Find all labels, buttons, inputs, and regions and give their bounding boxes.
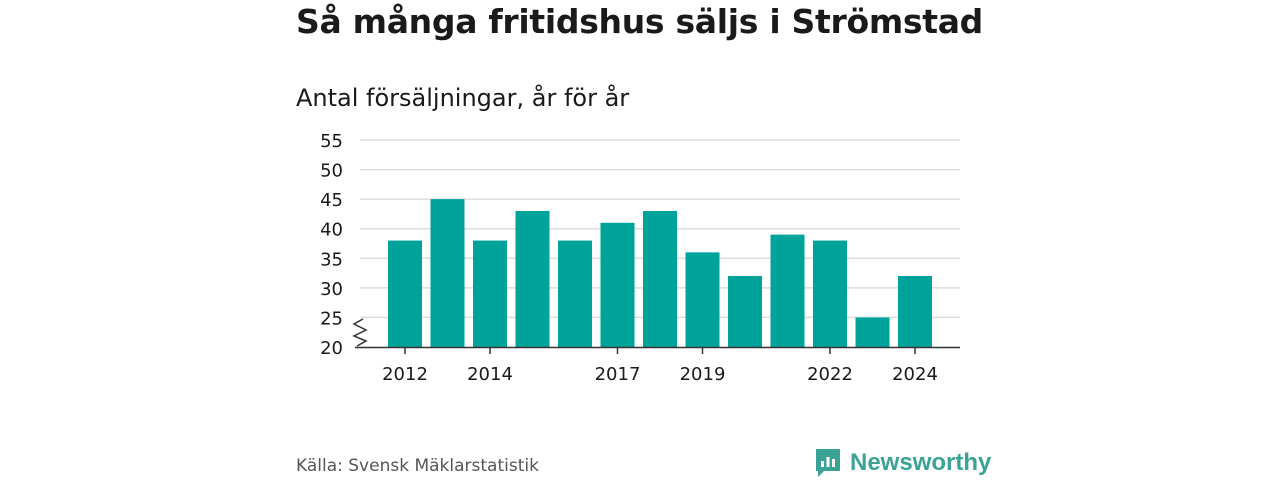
bar-2012 xyxy=(388,240,422,347)
bar-2021 xyxy=(770,234,805,347)
y-tick-label-30: 30 xyxy=(320,279,343,300)
bar-2020 xyxy=(728,276,762,347)
y-tick-label-45: 45 xyxy=(320,190,343,211)
bars xyxy=(388,199,932,347)
x-tick-label-2019: 2019 xyxy=(680,364,726,385)
newsworthy-logo-icon xyxy=(816,449,840,477)
tick-labels: 20 25 30 35 40 45 50 55 2012 2014 2017 2019 2022 2024 xyxy=(320,131,938,385)
bar-2016 xyxy=(558,240,592,347)
bar-2013 xyxy=(430,199,465,347)
axes xyxy=(352,318,960,354)
y-tick-label-55: 55 xyxy=(320,131,343,152)
bar-2022 xyxy=(813,240,847,347)
bar-2014 xyxy=(473,240,507,347)
bar-2018 xyxy=(643,210,677,347)
y-tick-label-35: 35 xyxy=(320,249,343,270)
x-tick-label-2014: 2014 xyxy=(467,364,513,385)
x-tick-label-2022: 2022 xyxy=(807,364,853,385)
bar-chart: 20 25 30 35 40 45 50 55 2012 2014 2017 2019 2022 2024 xyxy=(320,131,960,385)
y-tick-label-20: 20 xyxy=(320,338,343,359)
brand-logo: Newsworthy xyxy=(814,446,991,480)
x-tick-label-2024: 2024 xyxy=(892,364,938,385)
y-tick-label-40: 40 xyxy=(320,220,343,241)
chart-subtitle: Antal försäljningar, år för år xyxy=(296,84,630,112)
x-tick-label-2017: 2017 xyxy=(595,364,641,385)
y-tick-label-25: 25 xyxy=(320,308,343,329)
bar-2019 xyxy=(685,252,720,347)
bar-2015 xyxy=(515,210,550,347)
source-note: Källa: Svensk Mäklarstatistik xyxy=(296,456,539,476)
y-tick-label-50: 50 xyxy=(320,161,343,182)
bar-2017 xyxy=(600,222,635,347)
bar-2023 xyxy=(855,317,890,347)
bar-2024 xyxy=(898,276,932,347)
x-tick-label-2012: 2012 xyxy=(382,364,428,385)
axis-break-icon xyxy=(352,318,368,347)
chart-title: Så många fritidshus säljs i Strömstad xyxy=(296,2,984,41)
brand-name: Newsworthy xyxy=(850,449,992,476)
